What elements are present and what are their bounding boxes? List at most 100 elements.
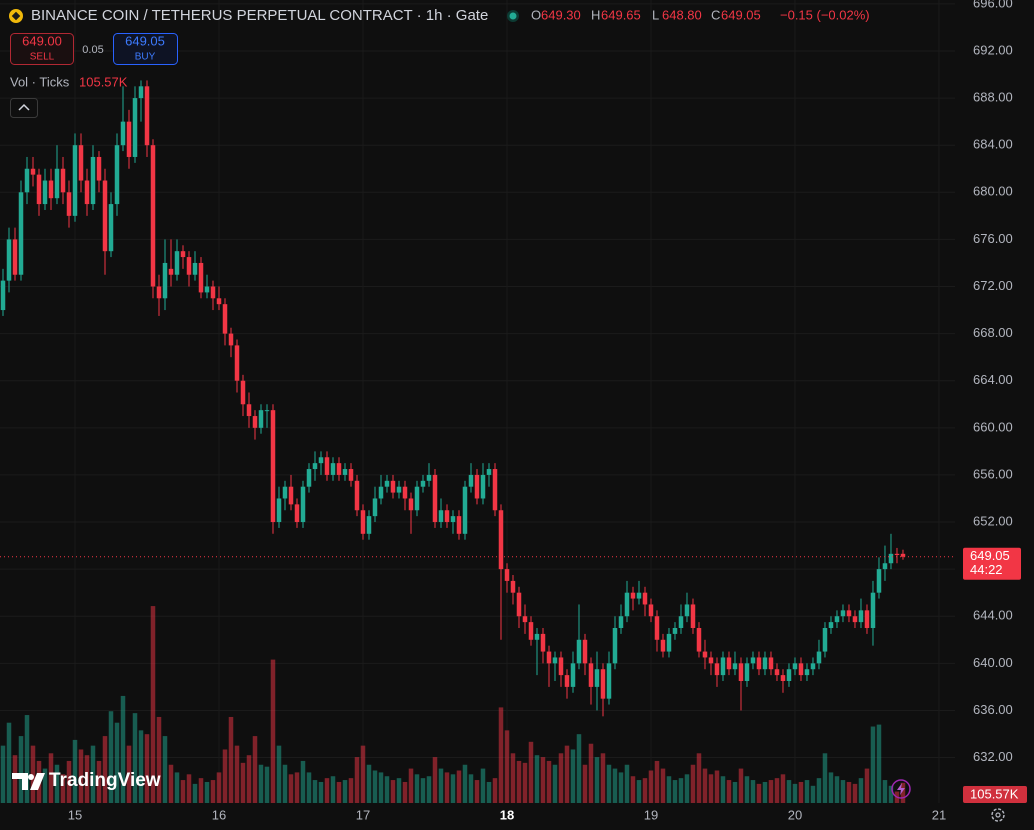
candle-body (456, 516, 462, 534)
volume-bar (216, 772, 222, 803)
candle-body (684, 604, 690, 617)
volume-bar (630, 776, 636, 803)
y-tick-label: 688.00 (973, 90, 1013, 105)
candle-body (174, 251, 180, 275)
legend-key: C (711, 7, 720, 22)
volume-bar (816, 778, 822, 803)
volume-bar (426, 776, 432, 803)
candle-body (870, 592, 876, 629)
sell-button[interactable] (10, 33, 74, 65)
volume-bar (624, 764, 630, 803)
candle-body (648, 604, 654, 617)
candle-body (204, 286, 210, 293)
candle-body (312, 463, 318, 470)
candle-body (156, 286, 162, 299)
settings-icon[interactable] (991, 808, 1005, 822)
volume-bar (486, 781, 492, 803)
volume-bar (798, 781, 804, 803)
candle-body (486, 469, 492, 475)
candle-body (480, 474, 486, 499)
volume-bar (474, 780, 480, 803)
volume-bar (300, 760, 306, 803)
volume-bar (840, 780, 846, 803)
volume-bar (858, 778, 864, 803)
volume-bar (144, 734, 150, 803)
candle-body (768, 657, 774, 670)
volume-bar (444, 772, 450, 803)
candle-body (132, 98, 138, 157)
brand-logo (12, 773, 45, 790)
volume-bar (348, 778, 354, 803)
volume-bar (606, 764, 612, 803)
candle-body (816, 651, 822, 664)
candle-body (240, 380, 246, 405)
volume-bar (528, 741, 534, 803)
volume-bar (156, 716, 162, 803)
candle-body (78, 145, 84, 181)
candle-body (72, 145, 78, 216)
volume-bar (108, 711, 114, 803)
candle-body (282, 486, 288, 499)
volume-bar (276, 745, 282, 803)
candle-body (6, 239, 12, 281)
candle-body (108, 204, 114, 252)
collapse-button[interactable] (10, 98, 38, 118)
x-tick-label: 18 (500, 807, 514, 822)
candle-body (630, 592, 636, 599)
volume-bar (222, 749, 228, 803)
candle-body (588, 663, 594, 687)
candle-body (636, 592, 642, 599)
volume-bar (0, 745, 6, 803)
volume-bar (78, 749, 84, 803)
candle-body (294, 504, 300, 523)
candle-body (318, 457, 324, 464)
y-tick-label: 672.00 (973, 278, 1013, 293)
candle-body (258, 410, 264, 428)
candle-body (528, 622, 534, 640)
volume-bar (720, 776, 726, 803)
volume-bar (18, 736, 24, 803)
volume-layer (0, 606, 906, 803)
candle-body (246, 404, 252, 417)
chart-title[interactable]: BINANCE COIN / TETHERUS PERPETUAL CONTRA… (31, 7, 488, 24)
volume-bar (342, 780, 348, 803)
y-tick-label: 656.00 (973, 466, 1013, 481)
buy-button[interactable] (113, 33, 178, 65)
volume-bar (600, 753, 606, 803)
volume-bar (852, 783, 858, 803)
candle-body (642, 592, 648, 605)
candle-body (84, 180, 90, 205)
candle-body (714, 663, 720, 676)
grid (0, 0, 955, 803)
candle-body (414, 486, 420, 511)
candle-body (120, 121, 126, 146)
volume-bar (120, 695, 126, 803)
x-tick-label: 16 (212, 807, 226, 822)
volume-bar (42, 768, 48, 803)
volume-bar (732, 781, 738, 803)
volume-bar (294, 772, 300, 803)
candle-body (606, 663, 612, 699)
volume-bar (390, 780, 396, 803)
candle-body (864, 610, 870, 629)
volume-bar (174, 772, 180, 803)
y-tick-label: 652.00 (973, 513, 1013, 528)
candle-body (90, 156, 96, 205)
x-tick-label: 21 (932, 807, 946, 822)
candle-body (900, 553, 906, 557)
volume-bar (774, 778, 780, 803)
volume-bar (660, 768, 666, 803)
volume-bar (822, 753, 828, 803)
volume-bar (864, 768, 870, 803)
candle-body (672, 628, 678, 634)
volume-bar (870, 726, 876, 803)
lightning-button[interactable] (891, 779, 911, 799)
candle-body (678, 616, 684, 629)
volume-bar (654, 760, 660, 803)
last-volume-label: 105.57K (970, 786, 1019, 801)
volume-bar (30, 745, 36, 803)
volume-bar (450, 774, 456, 803)
candle-body (858, 610, 864, 623)
volume-bar (6, 722, 12, 803)
